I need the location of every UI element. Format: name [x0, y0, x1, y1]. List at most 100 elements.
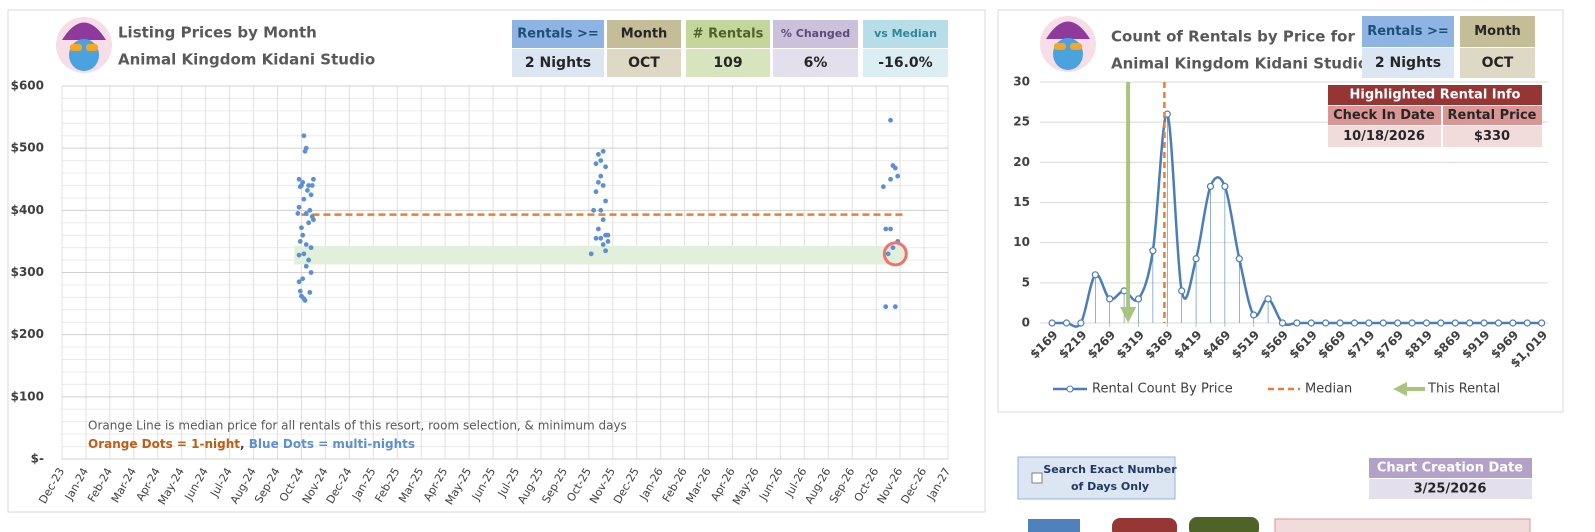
data-point — [296, 176, 302, 182]
data-point — [603, 248, 608, 254]
date-value-bg — [1369, 479, 1532, 499]
data-point — [306, 257, 312, 263]
data-point — [307, 207, 313, 213]
cell-value: OCT — [628, 55, 660, 71]
data-point — [883, 226, 889, 232]
data-point — [301, 251, 307, 257]
data-point — [588, 251, 594, 257]
button[interactable] — [1028, 519, 1080, 532]
data-point — [1509, 319, 1517, 327]
data-point — [1408, 319, 1416, 327]
data-point — [1322, 319, 1330, 327]
data-point — [300, 232, 306, 238]
data-point — [593, 161, 599, 167]
data-point — [1350, 319, 1359, 327]
table-header: Rental Price — [1448, 108, 1537, 123]
legend-label: This Rental — [1427, 382, 1500, 397]
data-point — [1523, 319, 1531, 327]
header-cells: Rentals >= 2 Nights Month OCT # Rentals 109 % … — [512, 16, 1535, 78]
exact-days-checkbox[interactable]: Search Exact Number of Days Only — [1017, 456, 1177, 500]
data-point — [306, 183, 312, 188]
data-point — [1336, 319, 1344, 327]
y-tick-label: 5 — [1022, 275, 1030, 289]
data-point — [1221, 182, 1229, 191]
data-point — [1480, 319, 1488, 327]
data-point — [308, 245, 314, 251]
data-point — [303, 211, 309, 216]
data-point — [600, 148, 606, 154]
data-point — [1307, 319, 1315, 327]
cell-header-bg — [1460, 16, 1535, 47]
data-point — [305, 188, 310, 193]
annotation-orange: Orange Dots = 1-night — [88, 437, 240, 451]
data-point — [892, 304, 898, 310]
data-point — [888, 226, 893, 232]
y-tick-label: $100 — [11, 389, 44, 403]
legend-label: Median — [1305, 382, 1352, 397]
button[interactable] — [1274, 518, 1531, 532]
cell-value: 6% — [804, 55, 828, 71]
checkbox[interactable] — [1031, 472, 1043, 484]
data-point — [1091, 271, 1099, 279]
data-point — [1437, 319, 1445, 327]
data-point — [880, 184, 886, 190]
table-title: Highlighted Rental Info — [1350, 88, 1521, 103]
data-point — [1538, 319, 1546, 327]
button[interactable] — [1189, 517, 1259, 532]
checkbox-panel — [1017, 456, 1176, 500]
y-tick-label: $500 — [11, 141, 44, 155]
data-point — [593, 235, 599, 241]
table-header-bg — [1328, 106, 1441, 125]
data-point — [1077, 319, 1085, 327]
button[interactable] — [1112, 518, 1177, 532]
cell-header: vs Median — [874, 27, 937, 40]
y-tick-label: 15 — [1013, 195, 1030, 209]
highlight-point — [882, 241, 908, 267]
y-tick-label: 0 — [1022, 316, 1030, 330]
data-point — [297, 239, 303, 244]
data-point — [299, 225, 304, 231]
highlighted-rental-table: Highlighted Rental Info Check In Date Re… — [1328, 85, 1542, 147]
cell-header-bg — [1362, 16, 1454, 47]
data-point — [595, 226, 601, 232]
y-tick-label: $300 — [11, 265, 44, 279]
data-point — [1293, 319, 1301, 327]
cell-header: Rentals >= — [1367, 24, 1449, 39]
table-cell-bg — [1443, 126, 1542, 147]
cell-value-bg — [1362, 48, 1454, 78]
cell-value-bg — [773, 49, 858, 77]
data-point — [303, 242, 309, 247]
annotation: Orange Dots = 1-night, Blue Dots = multi… — [88, 437, 415, 451]
cell-header-bg — [686, 20, 770, 48]
data-point — [1278, 319, 1287, 327]
y-tick-label: 20 — [1013, 155, 1030, 169]
data-point — [303, 263, 309, 269]
data-point — [311, 176, 316, 182]
legend-swatch — [1066, 385, 1074, 393]
table-cell: $330 — [1474, 129, 1510, 144]
annotation: Orange Line is median price for all rent… — [88, 419, 627, 433]
data-point — [605, 239, 611, 244]
data-point — [297, 184, 303, 190]
data-point — [600, 217, 606, 223]
data-point — [1062, 319, 1071, 327]
data-point — [888, 176, 893, 182]
data-point — [296, 279, 302, 285]
data-point — [1149, 247, 1157, 255]
data-point — [1394, 319, 1402, 327]
table-header-bg — [1443, 106, 1542, 125]
cell-header: % Changed — [781, 27, 850, 40]
cell-header: Month — [1474, 24, 1521, 39]
table-cell-bg — [1328, 126, 1441, 147]
cell-value-bg — [863, 49, 948, 77]
data-point — [591, 207, 596, 213]
data-point — [297, 288, 303, 294]
y-tick-label: $200 — [11, 327, 44, 341]
data-point — [595, 179, 601, 185]
legend-swatch — [1393, 382, 1407, 396]
data-point — [598, 207, 604, 213]
data-point — [296, 252, 302, 258]
y-tick-label: 30 — [1013, 75, 1030, 89]
data-point — [595, 151, 601, 157]
